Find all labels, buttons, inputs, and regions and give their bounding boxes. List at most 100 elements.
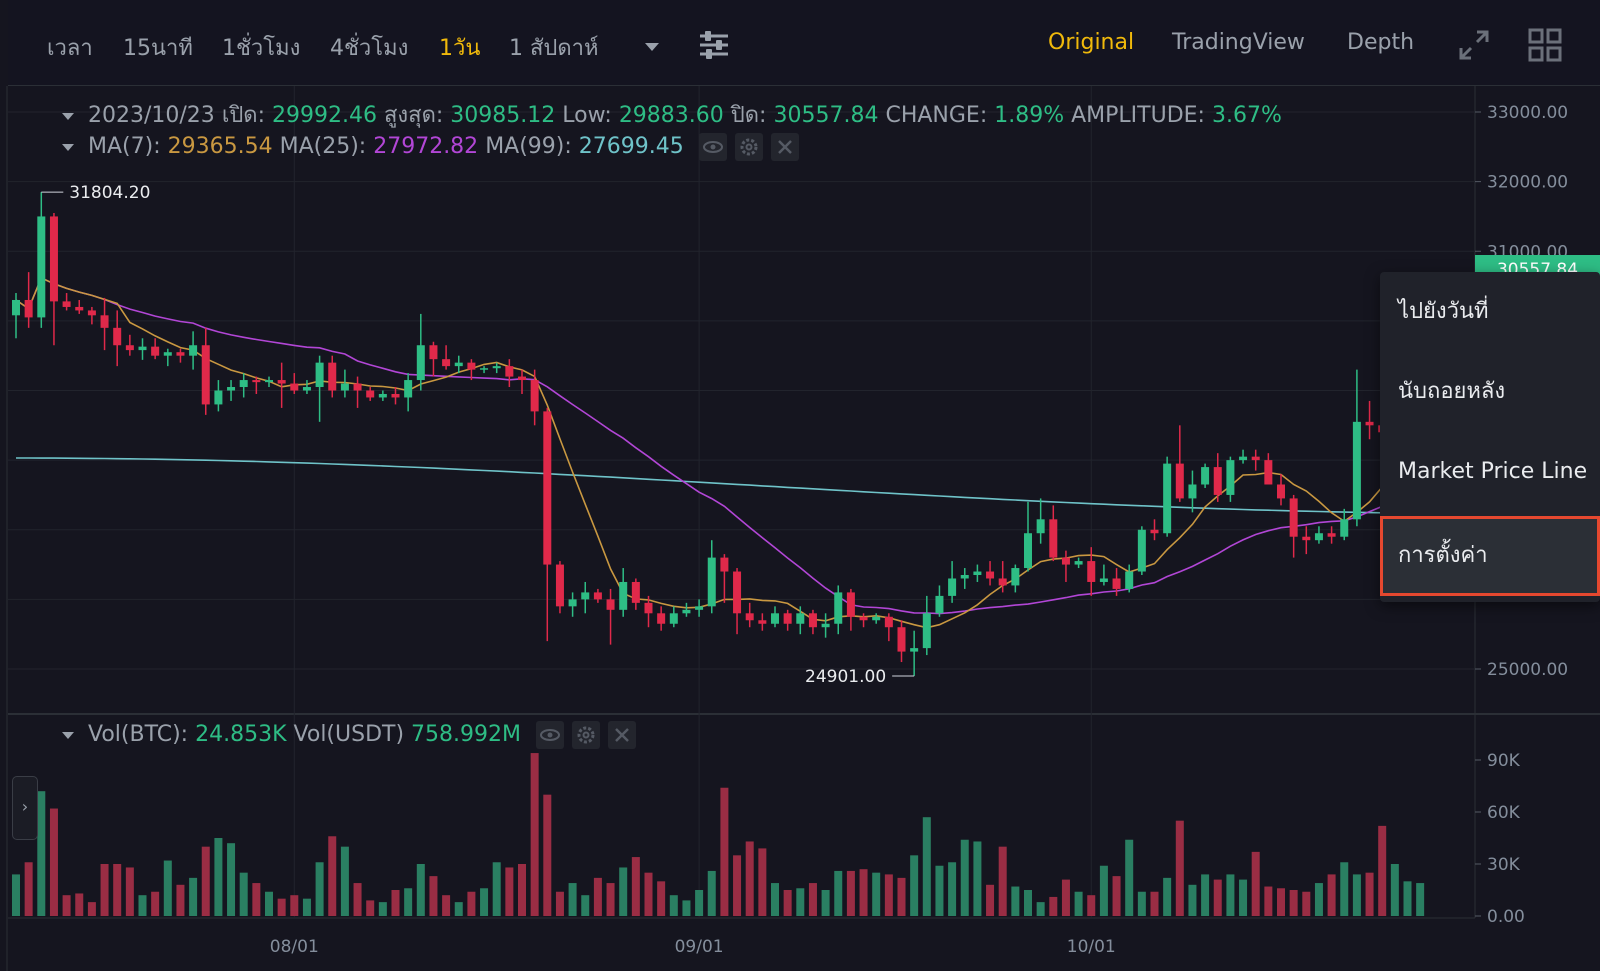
menu-item-countdown[interactable]: นับถอยหลัง <box>1398 379 1506 404</box>
volume-bar <box>1099 865 1108 916</box>
volume-bar <box>505 867 514 916</box>
candle-down <box>328 362 337 391</box>
candle-down <box>1175 463 1184 499</box>
candle-down <box>87 310 96 316</box>
volume-bar <box>75 893 84 916</box>
interval-1w[interactable]: 1 สัปดาห์ <box>509 36 599 61</box>
candle-down <box>543 411 552 565</box>
menu-item-market-price-line[interactable]: Market Price Line <box>1398 459 1588 484</box>
candle-down <box>1112 578 1121 589</box>
eye-icon[interactable] <box>536 721 565 749</box>
candle-down <box>884 616 893 628</box>
candle-up <box>1137 529 1146 572</box>
eye-icon[interactable] <box>698 133 727 161</box>
candle-up <box>404 380 413 398</box>
view-tradingview-tab[interactable]: TradingView <box>1172 30 1305 55</box>
volume-bar <box>1390 864 1399 916</box>
interval-4h[interactable]: 4ชั่วโมง <box>330 36 409 61</box>
menu-item-settings[interactable]: การตั้งค่า <box>1380 516 1600 596</box>
volume-bar <box>429 876 438 916</box>
collapse-caret-icon[interactable] <box>62 731 74 739</box>
volume-bar <box>606 883 615 916</box>
menu-item-goto-date[interactable]: ไปยังวันที่ <box>1398 299 1489 324</box>
ma-legend: MA(7): 29365.54 MA(25): 27972.82 MA(99):… <box>62 133 799 161</box>
volume-bar <box>935 865 944 916</box>
layout-grid-icon[interactable] <box>1528 28 1562 66</box>
volume-bar <box>1314 883 1323 916</box>
candle-up <box>935 595 944 614</box>
candle-up <box>682 609 691 614</box>
gear-icon[interactable] <box>572 721 601 749</box>
volume-bar <box>1365 872 1374 916</box>
volume-bar <box>1061 879 1070 916</box>
ma25-line <box>15 276 1434 615</box>
volume-bar <box>1163 877 1172 916</box>
high-label: สูงสุด: <box>383 103 444 128</box>
high-value: 30985.12 <box>450 103 556 128</box>
vol-usdt-value: 758.992M <box>411 722 522 747</box>
candle-up <box>302 387 311 391</box>
fullscreen-icon[interactable] <box>1457 28 1491 66</box>
low-label: Low: <box>562 103 612 128</box>
candle-up <box>1163 463 1172 534</box>
volume-bar <box>1036 902 1045 916</box>
candle-down <box>201 345 210 405</box>
volume-bars <box>12 753 1425 916</box>
volume-bar <box>353 883 362 916</box>
low-value: 29883.60 <box>618 103 724 128</box>
volume-bar <box>1074 891 1083 916</box>
volume-bar <box>872 872 881 916</box>
interval-1h[interactable]: 1ชั่วโมง <box>222 36 301 61</box>
candle-up <box>1314 533 1323 541</box>
interval-1d[interactable]: 1วัน <box>439 36 481 61</box>
volume-bar <box>1289 890 1298 916</box>
candle-down <box>1213 467 1222 495</box>
collapse-caret-icon[interactable] <box>62 143 74 151</box>
interval-15m[interactable]: 15นาที <box>123 36 193 61</box>
volume-bar <box>454 902 463 916</box>
indicator-settings-icon[interactable] <box>698 30 730 64</box>
candle-up <box>821 623 830 628</box>
candle-down <box>100 315 109 328</box>
gear-icon[interactable] <box>734 133 763 161</box>
ma7-label: MA(7): <box>88 134 161 159</box>
candle-down <box>606 599 615 610</box>
vol-usdt-label: Vol(USDT) <box>293 722 405 747</box>
chevron-right-icon[interactable]: › <box>12 776 38 840</box>
candle-up <box>1340 519 1349 537</box>
change-value: 1.89% <box>994 103 1065 128</box>
volume-bar <box>593 877 602 916</box>
volume-bar <box>581 895 590 916</box>
candle-down <box>998 578 1007 586</box>
volume-bar <box>555 891 564 916</box>
chevron-down-icon[interactable] <box>644 38 660 57</box>
volume-bar <box>821 890 830 916</box>
volume-bar <box>783 890 792 916</box>
candle-up <box>619 581 628 610</box>
candle-up <box>416 345 425 381</box>
candlestick-chart[interactable]: 08/01 09/01 10/0133000.0032000.0031000.002… <box>0 86 1600 971</box>
volume-bar <box>1137 891 1146 916</box>
volume-bar <box>1277 888 1285 916</box>
candle-up <box>1239 456 1248 461</box>
volume-bar <box>442 895 451 916</box>
volume-bar <box>315 862 324 916</box>
candle-up <box>1352 421 1361 520</box>
candle-up <box>1188 484 1197 499</box>
candle-down <box>176 352 185 356</box>
view-original-tab[interactable]: Original <box>1048 30 1135 55</box>
interval-time[interactable]: เวลา <box>47 36 93 61</box>
candle-down <box>1150 529 1159 534</box>
candle-down <box>657 613 666 624</box>
candle-down <box>897 627 906 652</box>
view-depth-tab[interactable]: Depth <box>1347 30 1415 55</box>
ma25-value: 27972.82 <box>373 134 479 159</box>
close-icon[interactable] <box>770 133 799 161</box>
collapse-caret-icon[interactable] <box>62 112 74 120</box>
volume-bar <box>227 843 236 916</box>
candle-up <box>1036 519 1045 534</box>
volume-bar <box>87 902 96 916</box>
low-annotation: 24901.00 <box>805 667 886 687</box>
volume-bar <box>416 864 425 916</box>
close-icon[interactable] <box>608 721 637 749</box>
